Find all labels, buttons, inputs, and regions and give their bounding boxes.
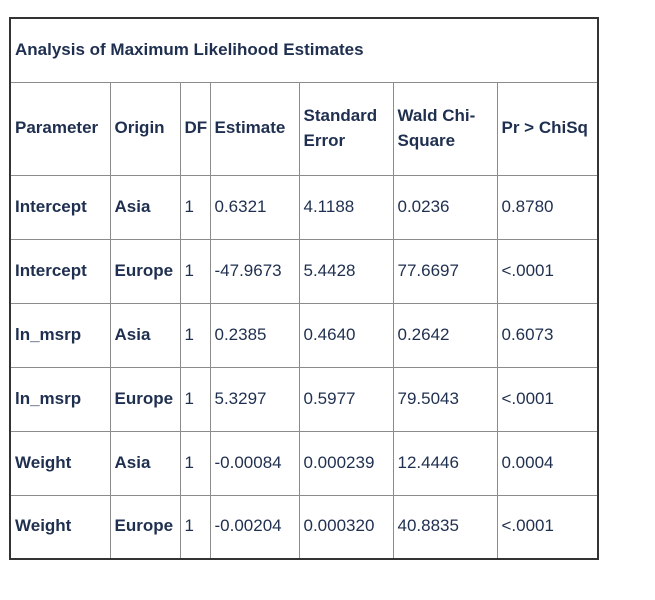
cell-origin: Europe	[109, 494, 181, 560]
table-row: Intercept Europe 1 -47.9673 5.4428 77.66…	[9, 238, 599, 304]
cell-parameter: ln_msrp	[9, 302, 111, 368]
cell-parameter: Intercept	[9, 238, 111, 304]
cell-df: 1	[179, 366, 211, 432]
cell-df: 1	[179, 174, 211, 240]
table-row: ln_msrp Europe 1 5.3297 0.5977 79.5043 <…	[9, 366, 599, 432]
cell-pr-chisq: 0.6073	[496, 302, 599, 368]
cell-estimate: -0.00084	[209, 430, 300, 496]
cell-origin: Europe	[109, 366, 181, 432]
column-header-parameter: Parameter	[9, 81, 111, 176]
table-title-row: Analysis of Maximum Likelihood Estimates	[9, 17, 599, 83]
mle-estimates-table: Analysis of Maximum Likelihood Estimates…	[9, 17, 600, 560]
column-header-origin: Origin	[109, 81, 181, 176]
cell-origin: Asia	[109, 430, 181, 496]
column-header-pr-chisq: Pr > ChiSq	[496, 81, 599, 176]
cell-wald-chi-square: 77.6697	[392, 238, 498, 304]
cell-pr-chisq: <.0001	[496, 494, 599, 560]
cell-wald-chi-square: 0.0236	[392, 174, 498, 240]
cell-parameter: ln_msrp	[9, 366, 111, 432]
cell-estimate: 0.2385	[209, 302, 300, 368]
cell-standard-error: 0.5977	[298, 366, 394, 432]
cell-pr-chisq: <.0001	[496, 366, 599, 432]
cell-wald-chi-square: 40.8835	[392, 494, 498, 560]
cell-df: 1	[179, 302, 211, 368]
cell-pr-chisq: <.0001	[496, 238, 599, 304]
cell-parameter: Weight	[9, 430, 111, 496]
cell-standard-error: 4.1188	[298, 174, 394, 240]
column-header-standard-error: Standard Error	[298, 81, 394, 176]
cell-pr-chisq: 0.8780	[496, 174, 599, 240]
table-row: Intercept Asia 1 0.6321 4.1188 0.0236 0.…	[9, 174, 599, 240]
column-header-estimate: Estimate	[209, 81, 300, 176]
column-header-df: DF	[179, 81, 211, 176]
cell-estimate: -47.9673	[209, 238, 300, 304]
cell-wald-chi-square: 79.5043	[392, 366, 498, 432]
results-report: Analysis of Maximum Likelihood Estimates…	[9, 17, 600, 560]
cell-df: 1	[179, 238, 211, 304]
cell-origin: Asia	[109, 302, 181, 368]
cell-standard-error: 0.000320	[298, 494, 394, 560]
cell-origin: Europe	[109, 238, 181, 304]
cell-parameter: Weight	[9, 494, 111, 560]
cell-estimate: -0.00204	[209, 494, 300, 560]
cell-estimate: 5.3297	[209, 366, 300, 432]
cell-origin: Asia	[109, 174, 181, 240]
table-row: ln_msrp Asia 1 0.2385 0.4640 0.2642 0.60…	[9, 302, 599, 368]
cell-df: 1	[179, 494, 211, 560]
cell-parameter: Intercept	[9, 174, 111, 240]
column-header-wald-chi-square: Wald Chi-Square	[392, 81, 498, 176]
table-title: Analysis of Maximum Likelihood Estimates	[9, 17, 599, 83]
cell-standard-error: 0.000239	[298, 430, 394, 496]
cell-wald-chi-square: 0.2642	[392, 302, 498, 368]
cell-wald-chi-square: 12.4446	[392, 430, 498, 496]
cell-standard-error: 0.4640	[298, 302, 394, 368]
table-row: Weight Asia 1 -0.00084 0.000239 12.4446 …	[9, 430, 599, 496]
cell-standard-error: 5.4428	[298, 238, 394, 304]
cell-pr-chisq: 0.0004	[496, 430, 599, 496]
cell-estimate: 0.6321	[209, 174, 300, 240]
table-row: Weight Europe 1 -0.00204 0.000320 40.883…	[9, 494, 599, 560]
table-header-row: Parameter Origin DF Estimate Standard Er…	[9, 81, 599, 176]
cell-df: 1	[179, 430, 211, 496]
